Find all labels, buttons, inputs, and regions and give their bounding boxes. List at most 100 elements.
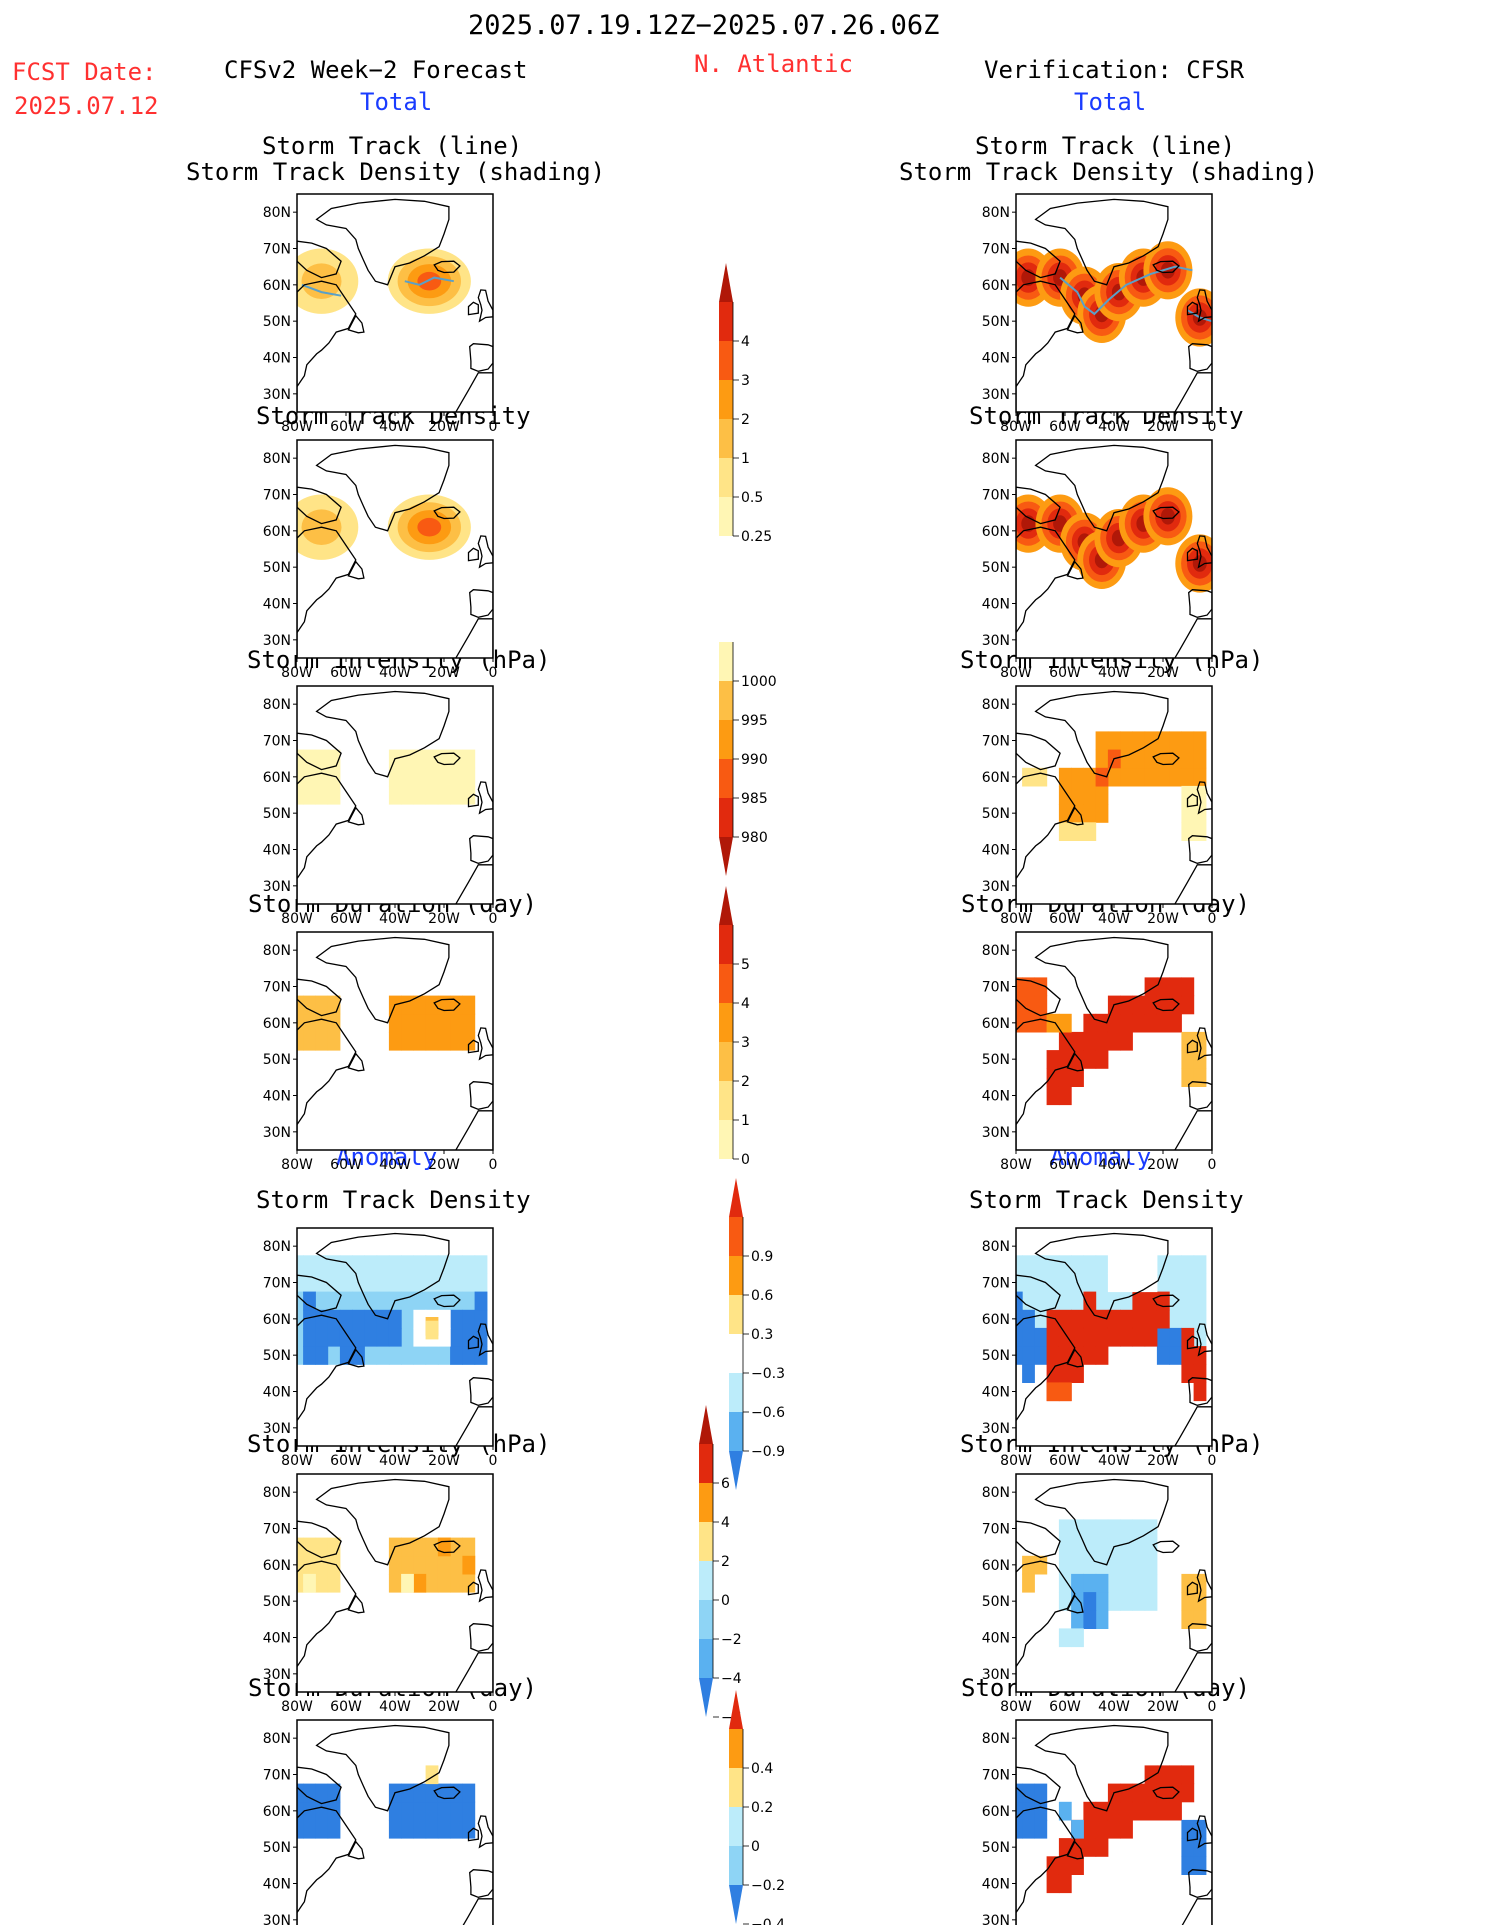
colorbar-label: 6	[721, 1476, 730, 1492]
lat-tick-label: 40N	[263, 1089, 291, 1105]
lat-tick-label: 50N	[982, 314, 1010, 330]
lat-tick-label: 80N	[263, 451, 291, 467]
lat-tick-label: 30N	[982, 879, 1010, 895]
coastline	[297, 1018, 357, 1150]
coastline	[297, 280, 357, 412]
lat-tick-label: 50N	[263, 1348, 291, 1364]
storm-track-line	[301, 283, 342, 297]
coastline	[315, 1232, 450, 1320]
coastline	[477, 1815, 493, 1849]
lon-tick-label: 0	[489, 419, 498, 435]
verification-column-title: Verification: CFSR	[984, 56, 1245, 84]
colorbar-segment	[719, 380, 733, 419]
lon-tick-label: 0	[1208, 1157, 1217, 1173]
coastline	[297, 978, 342, 1017]
lon-tick-label: 20W	[428, 665, 460, 681]
colorbar-segment	[729, 1373, 743, 1412]
colorbar-segment	[699, 1600, 713, 1639]
colorbar-segment	[719, 681, 733, 720]
coastline	[347, 560, 365, 580]
colorbar-arrow-top	[719, 886, 733, 925]
lat-tick-label: 70N	[263, 1768, 291, 1784]
colorbar-segment	[719, 964, 733, 1003]
lon-tick-label: 40W	[1098, 911, 1130, 927]
coastline	[1016, 978, 1061, 1017]
map-panel: 80N 70N 60N 50N 40N 30N 80W 60W 40W 20W 0	[982, 1227, 1216, 1469]
coastline	[1152, 752, 1180, 766]
colorbar-segment	[719, 759, 733, 798]
coastline	[1034, 198, 1169, 286]
fcst-date-label: FCST Date:	[12, 58, 157, 86]
lat-tick-label: 70N	[982, 488, 1010, 504]
colorbar-segment	[719, 341, 733, 380]
lat-tick-label: 60N	[263, 1312, 291, 1328]
coastline	[1152, 1294, 1180, 1308]
coastline	[1152, 1786, 1180, 1800]
map-frame	[1015, 1719, 1213, 1925]
lon-tick-label: 20W	[1147, 911, 1179, 927]
lon-tick-label: 40W	[379, 911, 411, 927]
colorbar-segment	[729, 1334, 743, 1373]
coastline	[1016, 1806, 1076, 1925]
lat-tick-label: 40N	[982, 597, 1010, 613]
coastline	[1188, 1081, 1212, 1110]
lat-tick-label: 80N	[263, 697, 291, 713]
coastline	[455, 1110, 493, 1150]
coastline	[1066, 1594, 1084, 1614]
coastline	[1016, 526, 1076, 658]
coastline	[433, 506, 461, 520]
coastline	[1016, 240, 1061, 279]
colorbar-label: 0	[751, 1839, 760, 1855]
lat-tick-label: 60N	[982, 1016, 1010, 1032]
colorbar-label: 5	[741, 957, 750, 973]
lat-tick-label: 40N	[263, 1877, 291, 1893]
coastline	[1016, 1274, 1061, 1313]
lat-tick-label: 50N	[982, 1840, 1010, 1856]
lat-tick-label: 70N	[263, 734, 291, 750]
map-frame	[296, 1719, 494, 1925]
lat-tick-label: 80N	[982, 1731, 1010, 1747]
lat-tick-label: 80N	[982, 697, 1010, 713]
lon-tick-label: 0	[1208, 1699, 1217, 1715]
lon-tick-label: 0	[1208, 419, 1217, 435]
colorbar-segment	[699, 1483, 713, 1522]
colorbar-label: −0.6	[751, 1405, 785, 1421]
coastline	[1016, 1314, 1076, 1446]
coastline	[347, 806, 365, 826]
colorbar-arrow-bottom	[729, 1885, 743, 1924]
lat-tick-label: 80N	[982, 451, 1010, 467]
lat-tick-label: 60N	[263, 1016, 291, 1032]
lat-tick-label: 40N	[263, 1385, 291, 1401]
lat-tick-label: 40N	[982, 843, 1010, 859]
lat-tick-label: 30N	[263, 387, 291, 403]
colorbar-label: 4	[741, 996, 750, 1012]
lon-tick-label: 0	[489, 1157, 498, 1173]
map-panel: 80N 70N 60N 50N 40N 30N 80W 60W 40W 20W 0	[263, 931, 498, 1173]
storm-track-line	[404, 276, 454, 286]
coastline	[1016, 486, 1061, 525]
lon-tick-label: 60W	[1049, 1453, 1081, 1469]
lon-tick-label: 20W	[1147, 1157, 1179, 1173]
colorbar-label: 0.5	[741, 490, 763, 506]
lat-tick-label: 30N	[982, 387, 1010, 403]
coastline	[467, 1335, 479, 1350]
lat-tick-label: 50N	[263, 806, 291, 822]
coastline	[1016, 732, 1061, 771]
coastline	[1174, 618, 1212, 658]
coastline	[1066, 1840, 1084, 1860]
map-panel: 80N 70N 60N 50N 40N 30N 80W 60W 40W 20W 0	[982, 931, 1217, 1173]
colorbar-label: −4	[721, 1671, 742, 1687]
lat-tick-label: 70N	[263, 242, 291, 258]
coastline	[1174, 1110, 1212, 1150]
colorbar-segment	[719, 1081, 733, 1120]
colorbar-segment	[699, 1444, 713, 1483]
coastline	[297, 1314, 357, 1446]
lat-tick-label: 30N	[982, 1913, 1010, 1925]
coastline	[1152, 1540, 1180, 1554]
coastline	[297, 1766, 342, 1805]
lon-tick-label: 60W	[1049, 911, 1081, 927]
lat-tick-label: 80N	[982, 1485, 1010, 1501]
lon-tick-label: 60W	[1049, 419, 1081, 435]
coastline	[1196, 781, 1212, 815]
